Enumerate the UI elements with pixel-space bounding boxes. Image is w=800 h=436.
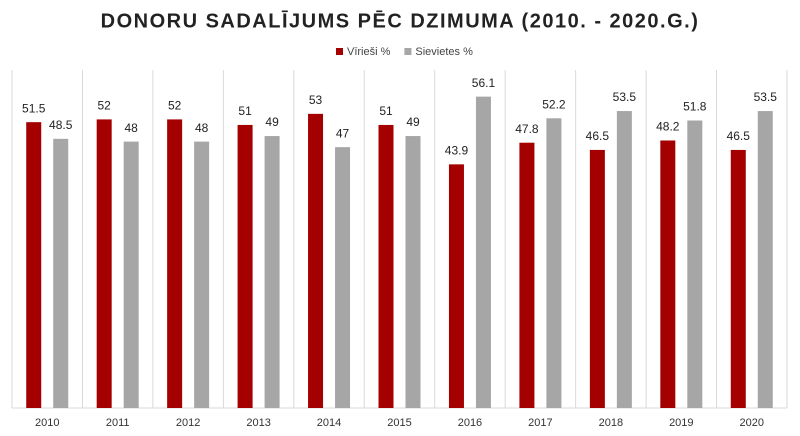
bar — [546, 118, 562, 408]
bar — [96, 119, 112, 409]
x-tick-label: 2015 — [387, 417, 411, 429]
bar — [264, 136, 280, 409]
bar — [378, 124, 394, 408]
bar — [308, 113, 324, 408]
bar — [335, 147, 351, 408]
bar — [519, 142, 535, 408]
bar — [475, 96, 491, 409]
x-tick-label: 2020 — [740, 417, 764, 429]
data-label: 51.8 — [683, 100, 707, 114]
data-label: 51 — [379, 104, 393, 118]
data-label: 48 — [195, 121, 209, 135]
data-label: 48 — [125, 121, 139, 135]
x-tick-label: 2016 — [458, 417, 482, 429]
x-tick-label: 2014 — [317, 417, 341, 429]
legend-label: Vīrieši % — [347, 46, 391, 58]
x-tick-label: 2019 — [669, 417, 693, 429]
data-label: 51.5 — [22, 101, 46, 115]
data-label: 46.5 — [727, 129, 751, 143]
data-label: 53.5 — [754, 90, 778, 104]
bar — [123, 141, 139, 408]
bar — [53, 138, 69, 408]
bar — [26, 122, 42, 409]
x-tick-label: 2017 — [528, 417, 552, 429]
bar — [616, 111, 632, 408]
legend-swatch — [404, 48, 412, 55]
chart-title: DONORU SADALĪJUMS PĒC DZIMUMA (2010. - 2… — [101, 10, 700, 32]
bar — [589, 149, 605, 409]
data-label: 51 — [238, 104, 252, 118]
bar — [757, 111, 773, 408]
legend-label: Sievietes % — [415, 46, 473, 58]
bar — [194, 141, 210, 408]
bar — [687, 120, 703, 408]
x-tick-label: 2011 — [106, 417, 130, 429]
data-label: 49 — [265, 115, 279, 129]
data-label: 53.5 — [613, 90, 637, 104]
bar — [448, 164, 464, 408]
x-tick-label: 2010 — [35, 417, 59, 429]
x-tick-label: 2013 — [246, 417, 270, 429]
data-label: 46.5 — [586, 129, 610, 143]
data-label: 48.2 — [656, 120, 680, 134]
data-label: 47 — [336, 126, 350, 140]
data-label: 52 — [98, 99, 112, 113]
bar — [730, 149, 746, 409]
data-label: 43.9 — [445, 144, 469, 158]
data-label: 49 — [406, 115, 420, 129]
bar — [405, 136, 421, 409]
x-tick-label: 2018 — [599, 417, 623, 429]
data-label: 56.1 — [472, 76, 496, 90]
data-label: 53 — [309, 93, 323, 107]
bar — [237, 124, 253, 408]
legend-swatch — [336, 48, 343, 55]
data-label: 47.8 — [515, 122, 539, 136]
bar — [167, 119, 183, 409]
data-label: 48.5 — [49, 118, 73, 132]
data-label: 52.2 — [542, 97, 566, 111]
data-label: 52 — [168, 99, 182, 113]
x-tick-label: 2012 — [176, 417, 200, 429]
bar — [660, 140, 676, 409]
